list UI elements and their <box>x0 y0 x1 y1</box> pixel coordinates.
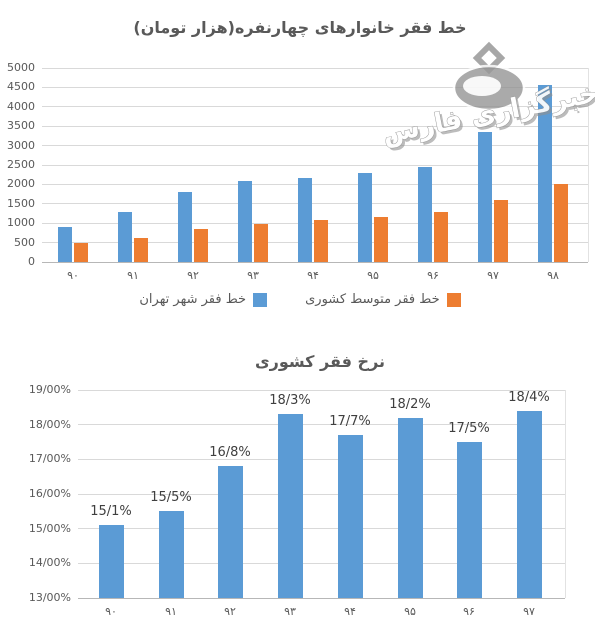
legend-item-tehran: خط فقر شهر تهران <box>139 292 268 307</box>
bar-country-avg <box>314 220 328 262</box>
x-axis-label: ۹۱ <box>165 605 177 618</box>
gridline <box>78 528 565 530</box>
x-axis-label: ۹۱ <box>127 269 139 282</box>
gridline <box>42 125 588 127</box>
bar-poverty-rate <box>397 417 423 598</box>
legend-label-tehran: خط فقر شهر تهران <box>139 292 247 307</box>
x-axis-label: ۹۳ <box>284 605 296 618</box>
bar-poverty-rate <box>456 442 482 598</box>
bar-tehran <box>358 172 372 262</box>
x-axis-label: ۹۴ <box>307 269 319 282</box>
gridline <box>42 67 588 69</box>
gridline <box>78 424 565 426</box>
x-axis-label: ۹۶ <box>463 605 475 618</box>
bar-country-avg <box>494 199 508 262</box>
y-axis-label: 1500 <box>7 196 35 210</box>
legend: خط فقر شهر تهران خط فقر متوسط کشوری <box>0 292 600 307</box>
y-axis-label: 16/00% <box>28 487 71 500</box>
gridline <box>42 164 588 166</box>
bar-country-avg <box>254 224 268 262</box>
gridline <box>42 261 588 263</box>
bar-value-label: 16/8% <box>209 445 251 461</box>
legend-swatch-blue-icon <box>253 292 268 307</box>
y-axis-label: 4500 <box>7 80 35 94</box>
bar-tehran <box>298 177 312 262</box>
bar-value-label: 17/7% <box>329 414 371 430</box>
bar-tehran <box>178 192 192 262</box>
bar-country-avg <box>374 216 388 262</box>
x-axis-label: ۹۰ <box>67 269 79 282</box>
y-axis-label: 0 <box>28 255 35 268</box>
bar-value-label: 18/3% <box>269 393 311 409</box>
bar-value-label: 15/5% <box>150 490 192 506</box>
x-axis-label: ۹۲ <box>187 269 199 282</box>
x-axis-label: ۹۷ <box>487 269 499 282</box>
y-axis-label: 14/00% <box>28 556 71 570</box>
bar-poverty-rate <box>277 414 303 598</box>
bar-poverty-rate <box>158 511 184 598</box>
bar-tehran <box>418 167 432 262</box>
y-axis-label: 500 <box>14 235 35 249</box>
legend-label-country: خط فقر متوسط کشوری <box>305 292 440 307</box>
bar-country-avg <box>194 229 208 262</box>
y-axis-label: 18/00% <box>28 417 71 431</box>
gridline <box>78 458 565 460</box>
top-chart: خط فقر خانوارهای چهارنفره(هزار تومان) 0 5… <box>0 18 600 307</box>
bar-value-label: 17/5% <box>448 421 490 436</box>
y-axis-label: 1000 <box>7 216 35 230</box>
legend-item-country: خط فقر متوسط کشوری <box>305 292 461 307</box>
bar-value-label: 18/2% <box>389 396 431 412</box>
bar-poverty-rate <box>516 410 542 598</box>
y-axis-label: 13/00% <box>28 591 71 604</box>
bar-tehran <box>478 132 492 262</box>
x-axis-label: ۹۳ <box>247 269 259 282</box>
bar-country-avg <box>434 211 448 262</box>
gridline <box>78 389 565 391</box>
bar-poverty-rate <box>337 435 363 598</box>
x-axis-label: ۹۷ <box>523 605 535 618</box>
top-chart-title: خط فقر خانوارهای چهارنفره(هزار تومان) <box>133 18 467 37</box>
y-axis-label: 17/00% <box>28 452 71 466</box>
y-axis-label: 2000 <box>7 177 35 191</box>
x-axis-label: ۹۲ <box>224 605 236 618</box>
x-axis-label: ۹۰ <box>105 605 117 618</box>
bar-tehran <box>238 180 252 262</box>
x-axis-label: ۹۸ <box>547 269 559 282</box>
y-axis-label: 5000 <box>7 61 35 74</box>
x-axis-label: ۹۴ <box>344 605 356 618</box>
x-axis-label: ۹۵ <box>367 269 379 282</box>
bar-tehran <box>58 227 72 262</box>
gridline <box>42 86 588 88</box>
bottom-chart-title: نرخ فقر کشوری <box>254 352 386 371</box>
gridline <box>78 562 565 564</box>
gridline <box>42 203 588 205</box>
bar-country-avg <box>554 184 568 262</box>
x-axis-label: ۹۶ <box>427 269 439 282</box>
gridline <box>42 183 588 185</box>
x-axis-label: ۹۵ <box>404 605 416 618</box>
bar-country-avg <box>134 237 148 262</box>
y-axis-label: 19/00% <box>28 383 71 396</box>
bottom-chart: نرخ فقر کشوری 13/00% 14/00% 15/00% 16/00% 17… <box>0 330 600 619</box>
bar-tehran <box>118 211 132 262</box>
y-axis-label: 2500 <box>7 158 35 171</box>
bar-poverty-rate <box>217 466 243 598</box>
plot-right-border <box>565 390 566 598</box>
gridline <box>78 597 565 599</box>
y-axis-label: 3500 <box>7 119 35 133</box>
y-axis-label: 3000 <box>7 138 35 152</box>
gridline <box>78 493 565 495</box>
plot-right-border <box>588 68 589 262</box>
bar-value-label: 15/1% <box>90 504 132 520</box>
bar-value-label: 18/4% <box>508 389 550 405</box>
y-axis-label: 4000 <box>7 99 35 113</box>
legend-swatch-orange-icon <box>446 292 461 307</box>
bar-tehran <box>538 85 552 262</box>
bar-country-avg <box>74 243 88 262</box>
gridline <box>42 106 588 108</box>
bar-poverty-rate <box>98 525 124 598</box>
gridline <box>42 145 588 147</box>
y-axis-label: 15/00% <box>28 521 71 535</box>
